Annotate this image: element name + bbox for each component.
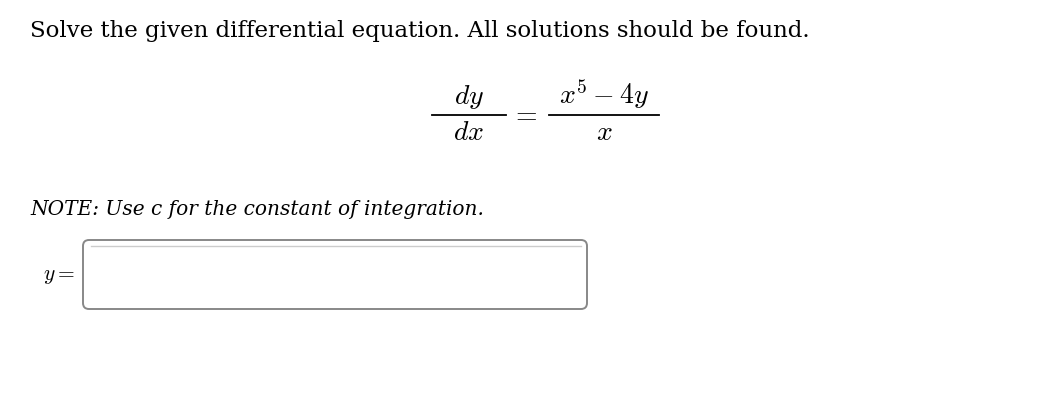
Text: NOTE: Use c for the constant of integration.: NOTE: Use c for the constant of integrat… [30, 200, 484, 219]
Text: $dy$: $dy$ [454, 83, 485, 111]
Text: $y =$: $y =$ [43, 264, 75, 286]
FancyBboxPatch shape [83, 240, 587, 309]
Text: $=$: $=$ [511, 102, 537, 129]
Text: $x$: $x$ [596, 119, 613, 146]
Text: $dx$: $dx$ [454, 119, 485, 146]
Text: Solve the given differential equation. All solutions should be found.: Solve the given differential equation. A… [30, 20, 809, 42]
Text: $x^5 - 4y$: $x^5 - 4y$ [559, 77, 649, 111]
